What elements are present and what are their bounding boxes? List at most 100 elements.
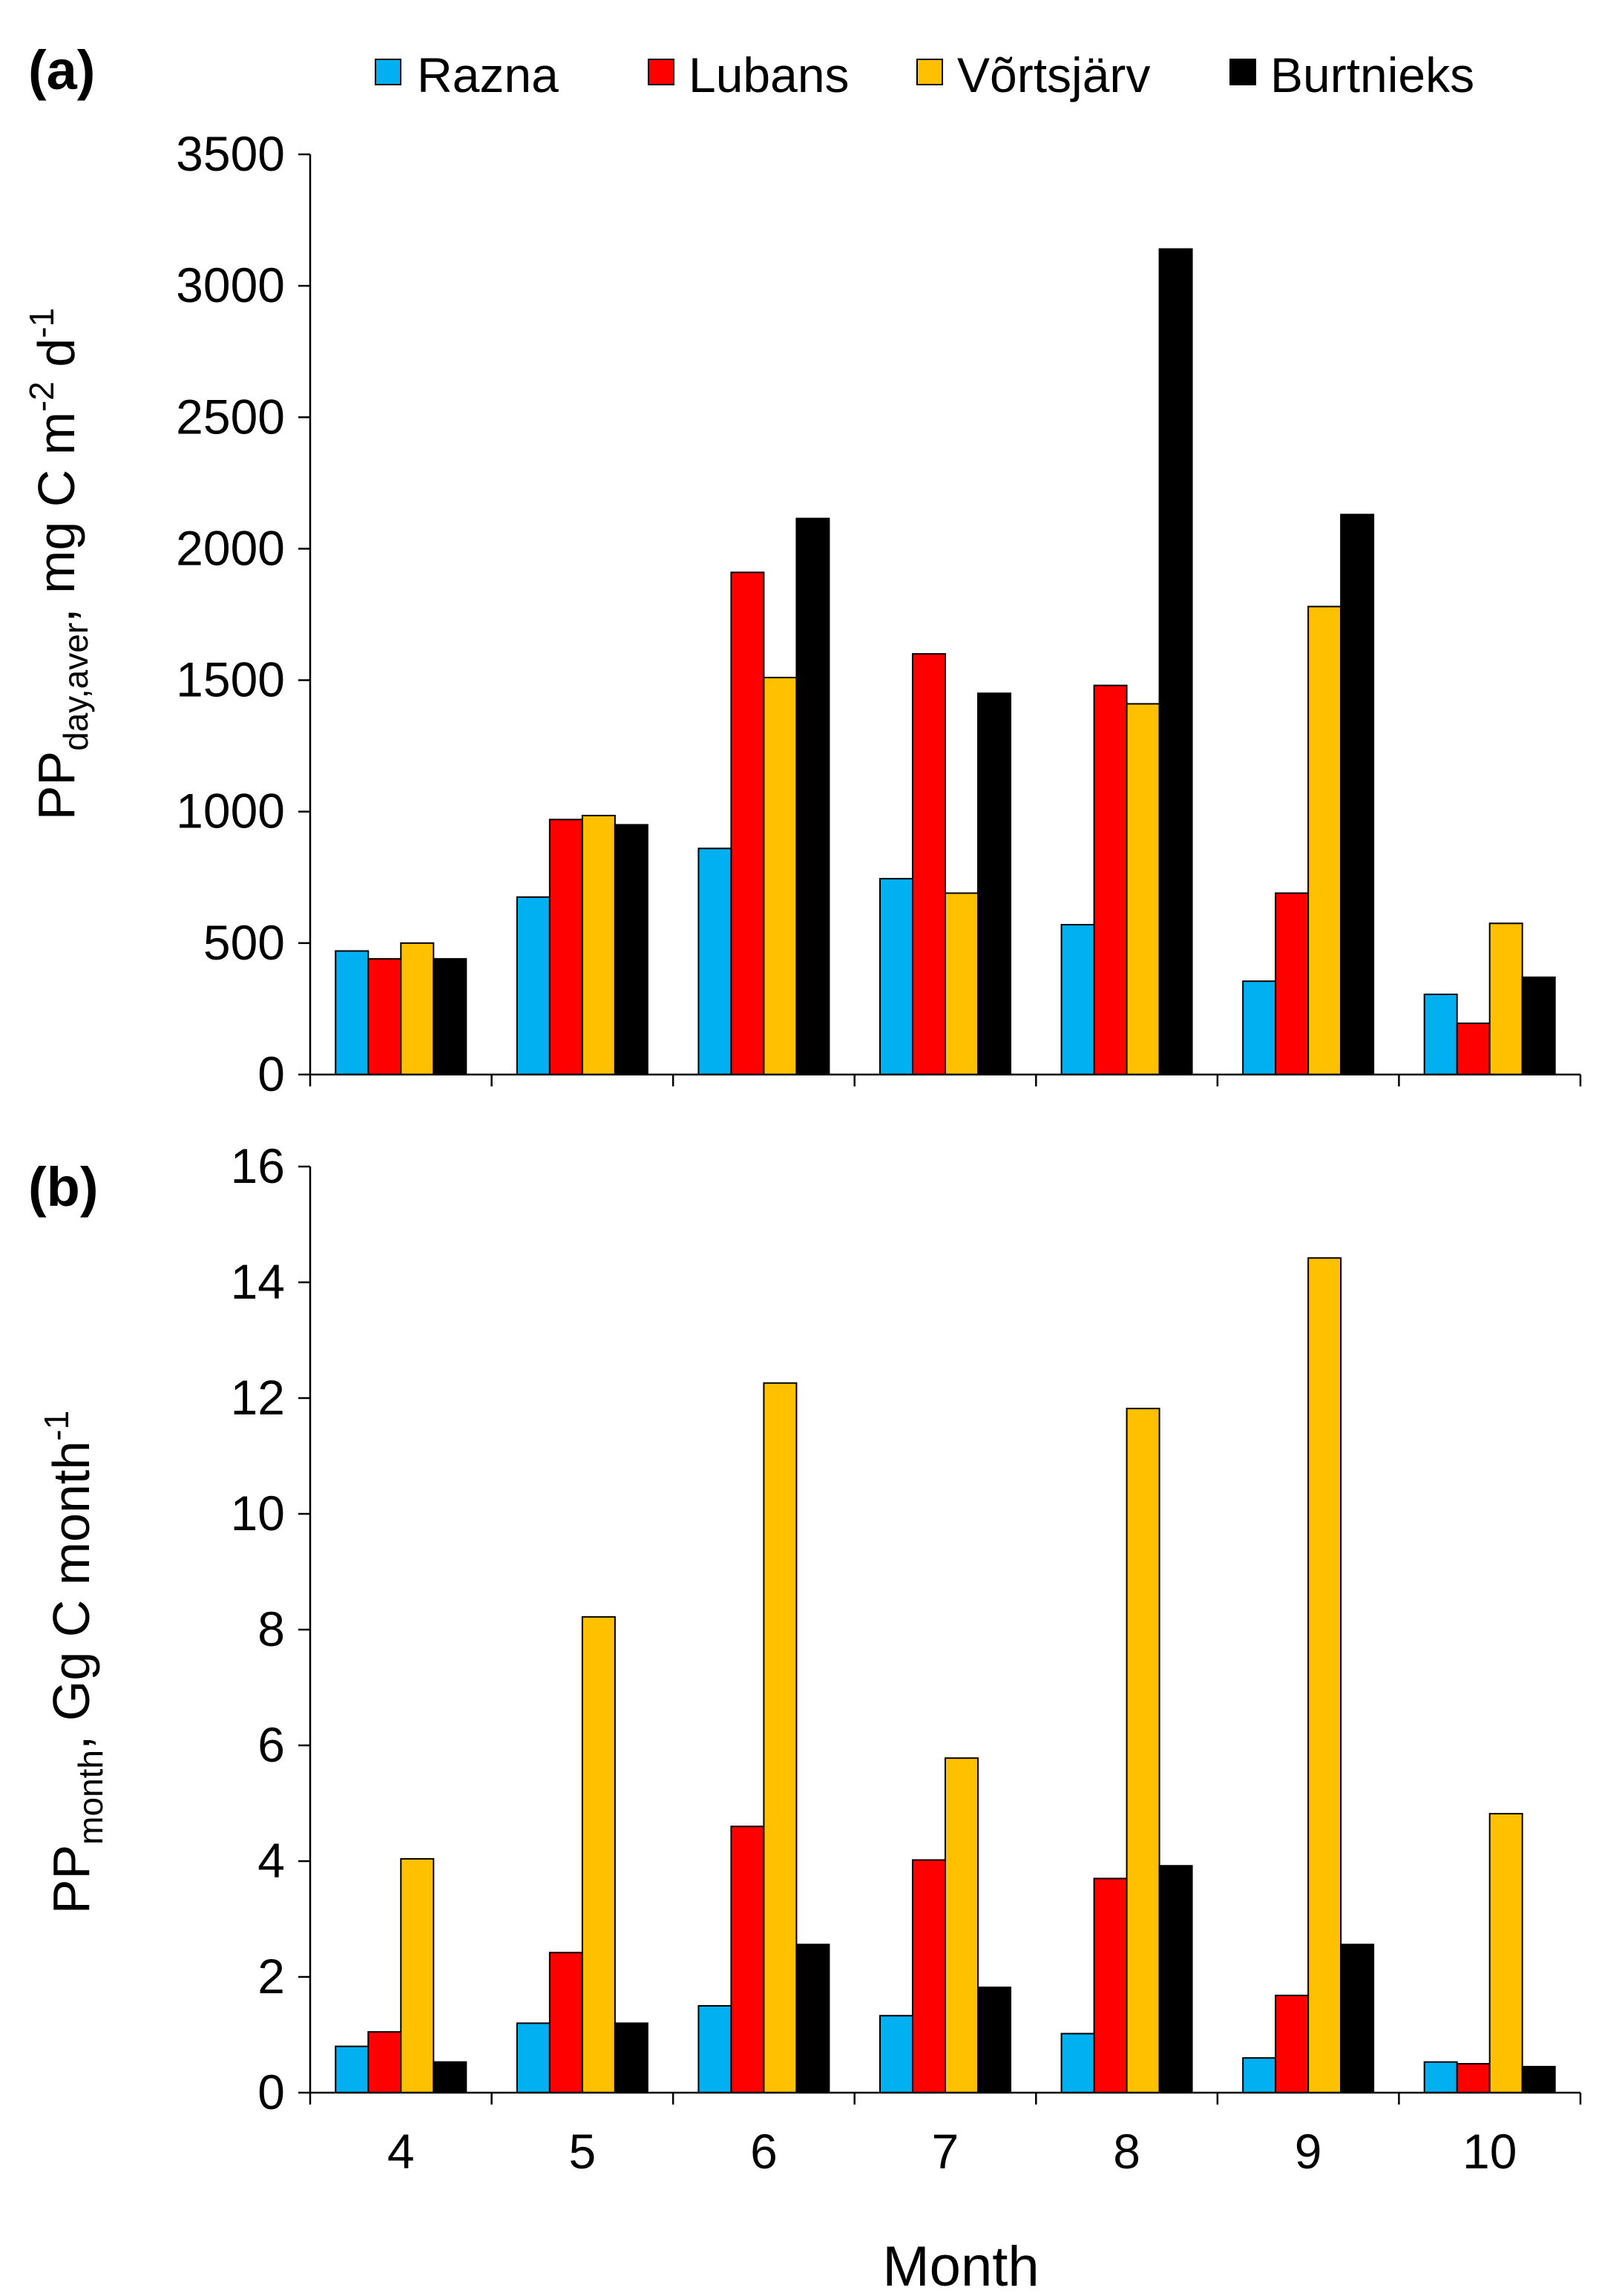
bar-panel-a-vortsjarv-month-7 [945,892,979,1075]
bar-panel-b-vortsjarv-month-9 [1307,1257,1342,2093]
panel-a-y-tick-label: 0 [257,1046,285,1101]
panel-b-axes: 0 2 4 6 8 10 12 14 16 4 5 6 7 8 9 10 [231,1138,1582,2179]
x-tick-label-month-10: 10 [1462,2124,1517,2179]
panel-a-y-tick-label: 1500 [176,652,285,707]
panel-b-ylabel-rest: , Gg C month [42,1441,100,1750]
bar-panel-a-burtnieks-month-10 [1521,976,1556,1076]
legend-label-razna: Razna [417,47,559,102]
bar-panel-a-vortsjarv-month-8 [1126,703,1160,1075]
panel-b-ylabel-sup1: -1 [37,1411,76,1441]
bar-panel-b-vortsjarv-month-5 [581,1616,616,2094]
panel-b-y-tick-label: 6 [257,1717,285,1772]
bar-panel-b-razna-month-5 [516,2022,551,2093]
bar-panel-a-razna-month-7 [879,878,913,1075]
bar-panel-b-razna-month-4 [335,2045,370,2094]
x-tick-label-month-6: 6 [750,2124,778,2179]
panel-b-y-tick-label: 8 [257,1601,285,1656]
bar-panel-b-burtnieks-month-10 [1521,2065,1556,2093]
panel-a-ylabel-rest: , mg C m [27,412,85,623]
panel-a-y-tick-label: 2500 [176,389,285,444]
panel-a: 0 500 1000 1500 2000 2500 3000 3500 PPday,aver,… [22,126,1582,1101]
bar-panel-b-burtnieks-month-6 [795,1944,830,2094]
bar-panel-b-lubans-month-9 [1275,1994,1310,2093]
bar-panel-a-burtnieks-month-7 [977,692,1011,1075]
x-tick-label-month-8: 8 [1113,2124,1140,2179]
bar-panel-a-razna-month-4 [335,950,370,1075]
bar-panel-a-lubans-month-5 [548,819,583,1076]
bar-panel-b-burtnieks-month-8 [1158,1865,1193,2093]
bar-panel-b-lubans-month-10 [1456,2063,1491,2093]
bar-panel-b-vortsjarv-month-8 [1126,1408,1160,2094]
bar-panel-a-lubans-month-10 [1456,1022,1491,1076]
panel-a-ylabel-sup1: -2 [22,381,61,412]
bar-panel-b-razna-month-6 [697,2005,732,2093]
x-tick-label-month-5: 5 [568,2124,596,2179]
bar-panel-a-razna-month-8 [1060,924,1095,1075]
bar-panel-a-burtnieks-month-5 [614,824,648,1076]
panel-b-bars [335,1257,1556,2094]
legend-label-burtnieks: Burtnieks [1270,47,1474,102]
bar-panel-a-razna-month-10 [1423,993,1458,1076]
bar-panel-a-burtnieks-month-4 [433,958,467,1075]
panel-b-y-tick-label: 10 [231,1486,285,1541]
legend-label-lubans: Lubans [689,47,850,102]
bar-panel-a-lubans-month-4 [367,958,402,1075]
panel-a-y-tick-label: 1000 [176,784,285,839]
panel-a-bars [335,248,1556,1076]
panel-a-label: (a) [28,39,95,101]
bar-panel-b-lubans-month-4 [367,2031,402,2094]
x-tick-label-month-9: 9 [1295,2124,1322,2179]
legend-swatch-burtnieks [1229,59,1256,85]
panel-a-axes: 0 500 1000 1500 2000 2500 3000 3500 [176,126,1582,1101]
panel-a-y-tick-label: 2000 [176,520,285,575]
x-tick-label-month-7: 7 [932,2124,959,2179]
panel-b-y-axis-label: PPmonth, Gg C month-1 [37,1411,110,1914]
bar-panel-a-burtnieks-month-9 [1340,514,1375,1075]
bar-panel-b-vortsjarv-month-7 [945,1757,979,2093]
panel-a-ylabel-main: PP [27,751,85,820]
bar-panel-a-razna-month-5 [516,896,551,1076]
bar-panel-a-burtnieks-month-8 [1158,248,1193,1075]
panel-b-y-tick-label: 2 [257,1949,285,2004]
panel-a-ylabel-mid: d [27,338,85,381]
bar-panel-a-lubans-month-6 [730,571,765,1075]
panel-a-y-tick-label: 3000 [176,258,285,312]
panel-b-label: (b) [28,1156,99,1218]
legend-swatch-vortsjarv [916,59,943,85]
panel-b-ylabel-sub: month [71,1750,110,1845]
bar-panel-b-lubans-month-6 [730,1826,765,2093]
bar-panel-b-burtnieks-month-4 [433,2061,467,2093]
panel-b-y-tick-label: 12 [231,1370,285,1425]
bar-panel-a-lubans-month-8 [1093,684,1128,1075]
bar-panel-a-vortsjarv-month-10 [1488,922,1523,1076]
bar-panel-a-razna-month-9 [1242,980,1277,1075]
panel-b-y-tick-label: 0 [257,2064,285,2119]
bar-panel-b-vortsjarv-month-4 [400,1857,435,2093]
bar-panel-a-vortsjarv-month-5 [581,815,616,1075]
bar-panel-b-lubans-month-5 [548,1952,583,2093]
bar-panel-b-vortsjarv-month-6 [763,1382,798,2093]
x-tick-label-month-4: 4 [387,2124,415,2179]
panel-a-y-tick-label: 500 [203,915,285,970]
panel-b-y-tick-label: 16 [231,1138,285,1193]
panel-a-y-axis-label: PPday,aver, mg C m-2 d-1 [22,308,95,821]
bar-panel-b-vortsjarv-month-10 [1488,1813,1523,2094]
bar-panel-b-lubans-month-7 [912,1859,946,2093]
bar-panel-b-burtnieks-month-5 [614,2022,648,2093]
bar-panel-b-lubans-month-8 [1093,1877,1128,2093]
panel-b-ylabel-main: PP [42,1845,100,1914]
bar-panel-b-burtnieks-month-7 [977,1987,1011,2094]
bar-panel-b-burtnieks-month-9 [1340,1944,1375,2094]
legend-swatch-razna [375,59,401,85]
panel-b-y-tick-label: 4 [257,1833,285,1888]
legend-swatch-lubans [648,59,674,85]
bar-panel-a-vortsjarv-month-6 [763,677,798,1075]
bar-panel-b-razna-month-10 [1423,2061,1458,2093]
panel-b-y-tick-label: 14 [231,1254,285,1309]
bar-panel-b-razna-month-7 [879,2015,913,2094]
bar-panel-b-razna-month-9 [1242,2057,1277,2093]
legend-label-vortsjarv: Võrtsjärv [957,47,1150,102]
panel-a-ylabel-sup2: -1 [22,308,61,338]
panel-a-y-tick-label: 3500 [176,126,285,181]
